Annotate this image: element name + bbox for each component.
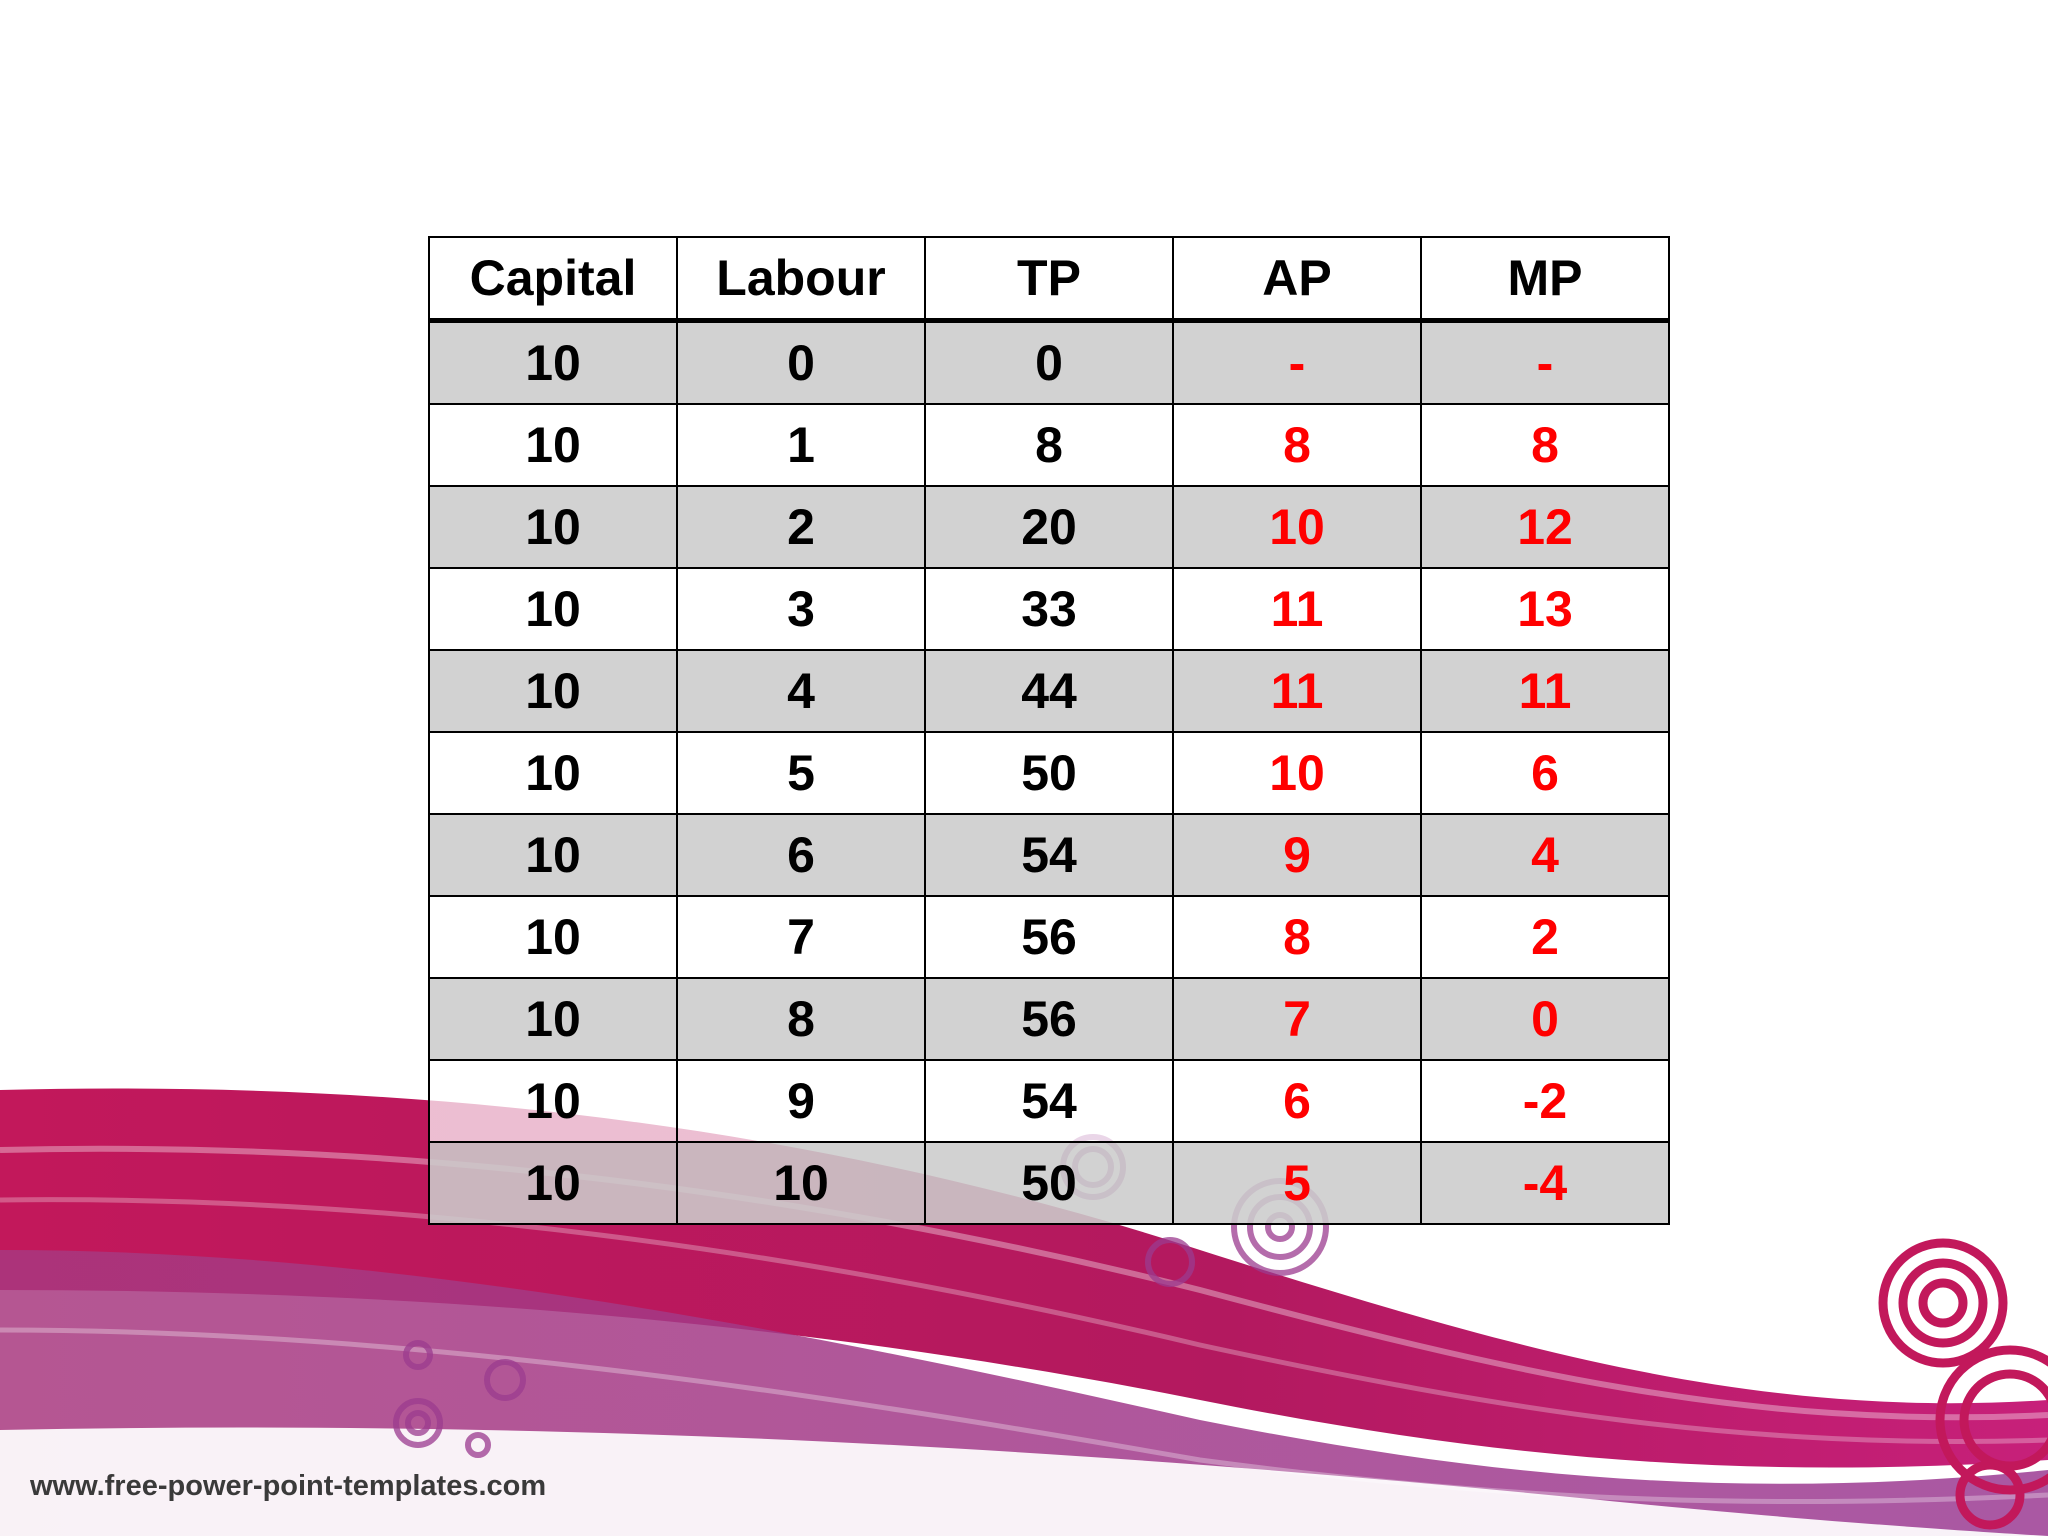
header-tp: TP	[924, 236, 1174, 323]
capital-cell: 10	[428, 567, 678, 651]
labour-cell: 9	[676, 1059, 926, 1143]
ap-cell: 11	[1172, 649, 1422, 733]
capital-cell: 10	[428, 731, 678, 815]
capital-cell: 10	[428, 485, 678, 569]
mp-cell: 0	[1420, 977, 1670, 1061]
tp-cell: 50	[924, 1141, 1174, 1225]
ap-cell: 9	[1172, 813, 1422, 897]
table-row: 10 3 33 11 13	[428, 567, 1670, 651]
table-row: 10 9 54 6 -2	[428, 1059, 1670, 1143]
labour-cell: 8	[676, 977, 926, 1061]
table-header-row: Capital Labour TP AP MP	[428, 236, 1670, 323]
tp-cell: 56	[924, 977, 1174, 1061]
labour-cell: 2	[676, 485, 926, 569]
tp-cell: 33	[924, 567, 1174, 651]
labour-cell: 1	[676, 403, 926, 487]
mp-cell: 6	[1420, 731, 1670, 815]
ap-cell: 8	[1172, 895, 1422, 979]
tp-cell: 54	[924, 1059, 1174, 1143]
header-labour: Labour	[676, 236, 926, 323]
mp-cell: 8	[1420, 403, 1670, 487]
capital-cell: 10	[428, 1059, 678, 1143]
table-row: 10 10 50 5 -4	[428, 1141, 1670, 1225]
capital-cell: 10	[428, 977, 678, 1061]
table-row: 10 6 54 9 4	[428, 813, 1670, 897]
ap-cell: 5	[1172, 1141, 1422, 1225]
table-row: 10 7 56 8 2	[428, 895, 1670, 979]
labour-cell: 10	[676, 1141, 926, 1225]
labour-cell: 0	[676, 319, 926, 405]
mp-cell: 2	[1420, 895, 1670, 979]
capital-cell: 10	[428, 1141, 678, 1225]
tp-cell: 20	[924, 485, 1174, 569]
capital-cell: 10	[428, 895, 678, 979]
header-ap: AP	[1172, 236, 1422, 323]
table-row: 10 4 44 11 11	[428, 649, 1670, 733]
labour-cell: 6	[676, 813, 926, 897]
tp-cell: 8	[924, 403, 1174, 487]
tp-cell: 44	[924, 649, 1174, 733]
table-row: 10 8 56 7 0	[428, 977, 1670, 1061]
labour-cell: 3	[676, 567, 926, 651]
labour-cell: 4	[676, 649, 926, 733]
labour-cell: 7	[676, 895, 926, 979]
ap-cell: 6	[1172, 1059, 1422, 1143]
tp-cell: 0	[924, 319, 1174, 405]
capital-cell: 10	[428, 403, 678, 487]
capital-cell: 10	[428, 813, 678, 897]
footer-watermark-url: www.free-power-point-templates.com	[30, 1470, 547, 1502]
tp-cell: 56	[924, 895, 1174, 979]
ap-cell: 7	[1172, 977, 1422, 1061]
mp-cell: 4	[1420, 813, 1670, 897]
ap-cell: 11	[1172, 567, 1422, 651]
table-row: 10 5 50 10 6	[428, 731, 1670, 815]
mp-cell: 12	[1420, 485, 1670, 569]
header-capital: Capital	[428, 236, 678, 323]
table-row: 10 1 8 8 8	[428, 403, 1670, 487]
capital-cell: 10	[428, 319, 678, 405]
mp-cell: -	[1420, 319, 1670, 405]
ap-cell: 8	[1172, 403, 1422, 487]
capital-cell: 10	[428, 649, 678, 733]
ap-cell: 10	[1172, 731, 1422, 815]
production-table: Capital Labour TP AP MP 10 0 0 - - 10 1 …	[428, 236, 1670, 1225]
mp-cell: -2	[1420, 1059, 1670, 1143]
mp-cell: 11	[1420, 649, 1670, 733]
mp-cell: -4	[1420, 1141, 1670, 1225]
tp-cell: 54	[924, 813, 1174, 897]
table-row: 10 2 20 10 12	[428, 485, 1670, 569]
ap-cell: 10	[1172, 485, 1422, 569]
labour-cell: 5	[676, 731, 926, 815]
mp-cell: 13	[1420, 567, 1670, 651]
header-mp: MP	[1420, 236, 1670, 323]
tp-cell: 50	[924, 731, 1174, 815]
ap-cell: -	[1172, 319, 1422, 405]
table-row: 10 0 0 - -	[428, 319, 1670, 405]
